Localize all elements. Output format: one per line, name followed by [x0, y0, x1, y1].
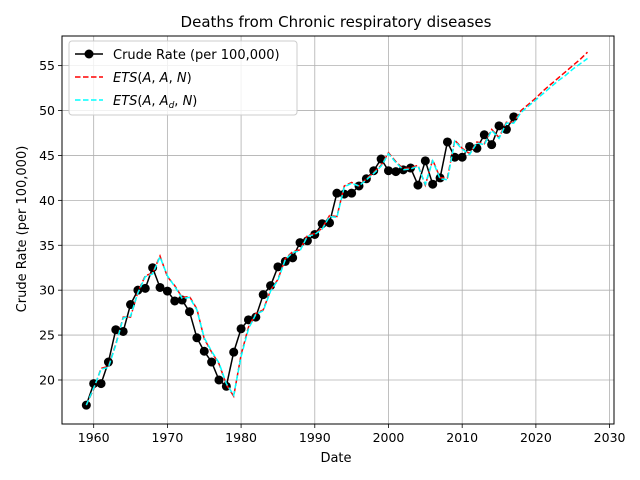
y-tick-label: 55: [39, 58, 55, 73]
data-point-crude-rate: [251, 312, 261, 322]
series-line-crude-rate: [85, 116, 515, 406]
grid: [62, 36, 614, 424]
data-point-crude-rate: [383, 166, 393, 176]
data-point-crude-rate: [487, 140, 497, 150]
y-tick-label: 40: [39, 193, 55, 208]
x-axis-label: Date: [320, 451, 351, 466]
series-line-ets-aadn: [85, 57, 588, 406]
x-tick-label: 2000: [373, 430, 405, 445]
x-tick-label: 1980: [225, 430, 257, 445]
data-point-crude-rate: [236, 324, 246, 334]
data-point-crude-rate: [111, 325, 121, 335]
plot-series: [81, 51, 589, 410]
x-tick-label: 1960: [78, 430, 110, 445]
data-point-crude-rate: [192, 333, 202, 343]
data-point-crude-rate: [428, 179, 438, 189]
series-line-ets-aan: [85, 51, 589, 406]
data-point-crude-rate: [413, 180, 423, 190]
data-point-crude-rate: [494, 121, 504, 131]
y-tick-label: 20: [39, 372, 55, 387]
legend-label-ets-aan: ETS(A, A, N): [113, 71, 192, 86]
data-point-crude-rate: [347, 188, 357, 198]
data-point-crude-rate: [118, 326, 128, 336]
data-point-crude-rate: [170, 296, 180, 306]
legend-marker-crude-rate: [84, 49, 94, 59]
legend: Crude Rate (per 100,000) ETS(A, A, N) ET…: [68, 40, 298, 116]
data-point-crude-rate: [501, 124, 511, 134]
data-point-crude-rate: [465, 141, 475, 151]
y-tick-label: 30: [39, 283, 55, 298]
data-point-crude-rate: [81, 400, 91, 410]
data-point-crude-rate: [207, 357, 217, 367]
legend-label-crude-rate: Crude Rate (per 100,000): [113, 48, 280, 63]
y-tick-label: 35: [39, 238, 55, 253]
data-point-crude-rate: [457, 152, 467, 162]
plot-frame: [61, 35, 615, 425]
y-tick-label: 50: [39, 103, 55, 118]
x-tick-label: 2010: [446, 430, 478, 445]
data-point-crude-rate: [184, 307, 194, 317]
data-point-crude-rate: [450, 152, 460, 162]
data-point-crude-rate: [103, 357, 113, 367]
data-point-crude-rate: [273, 262, 283, 272]
legend-box: [68, 40, 298, 116]
data-point-crude-rate: [332, 188, 342, 198]
data-point-crude-rate: [214, 375, 224, 385]
data-point-crude-rate: [162, 286, 172, 296]
data-point-crude-rate: [479, 130, 489, 140]
data-point-crude-rate: [509, 112, 519, 122]
data-point-crude-rate: [140, 283, 150, 293]
data-point-crude-rate: [406, 163, 416, 173]
data-point-crude-rate: [199, 346, 209, 356]
legend-label-ets-aadn: ETS(A, Ad, N): [113, 94, 197, 111]
y-tick-label: 45: [39, 148, 55, 163]
data-point-crude-rate: [258, 290, 268, 300]
data-point-crude-rate: [420, 156, 430, 166]
axis-ticks: 1960 1970 1980 1990 2000 2010 2020 2030 20 25 30 35…: [39, 58, 625, 445]
data-point-crude-rate: [391, 167, 401, 177]
data-point-crude-rate: [369, 166, 379, 176]
y-axis-label: Crude Rate (per 100,000): [15, 146, 30, 313]
y-tick-label: 25: [39, 328, 55, 343]
chart-title: Deaths from Chronic respiratory diseases: [181, 13, 492, 31]
data-point-crude-rate: [442, 137, 452, 147]
x-tick-label: 1970: [151, 430, 183, 445]
data-point-crude-rate: [155, 282, 165, 292]
data-point-crude-rate: [229, 347, 239, 357]
x-tick-label: 1990: [299, 430, 331, 445]
x-tick-label: 2030: [594, 430, 626, 445]
data-point-crude-rate: [96, 379, 106, 389]
x-tick-label: 2020: [520, 430, 552, 445]
